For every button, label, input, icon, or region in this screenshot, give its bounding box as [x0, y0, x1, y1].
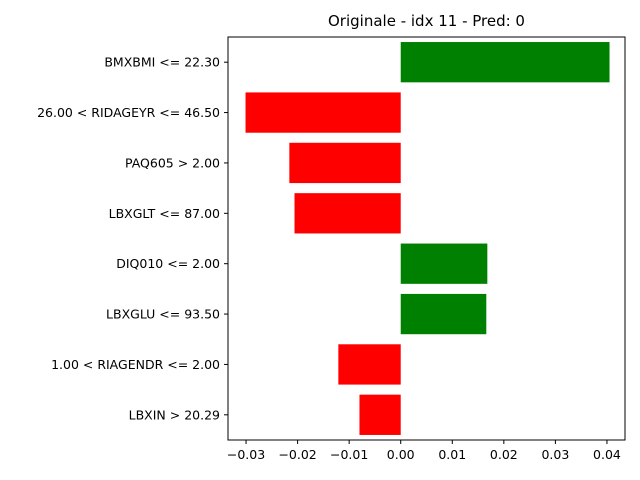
y-tick-label: PAQ605 > 2.00	[125, 155, 220, 170]
y-tick-label: 26.00 < RIDAGEYR <= 46.50	[37, 105, 220, 120]
bar	[245, 92, 401, 133]
x-tick-label: 0.00	[387, 447, 415, 462]
bar	[400, 243, 488, 284]
y-tick-label: LBXIN > 20.29	[129, 407, 220, 422]
y-tick-label: LBXGLU <= 93.50	[106, 307, 220, 322]
x-tick-label: 0.04	[593, 447, 621, 462]
x-tick-label: −0.03	[227, 447, 265, 462]
plot-area-frame	[227, 36, 626, 441]
bar	[400, 293, 487, 335]
y-axis-ticks: BMXBMI <= 22.30 26.00 < RIDAGEYR <= 46.50…	[37, 55, 228, 422]
y-tick-label: 1.00 < RIAGENDR <= 2.00	[51, 357, 220, 372]
x-tick-label: −0.02	[278, 447, 316, 462]
bars-group	[245, 42, 610, 435]
y-tick-label: LBXGLT <= 87.00	[109, 206, 220, 221]
bar	[338, 344, 401, 385]
chart-title: Originale - idx 11 - Pred: 0	[328, 12, 525, 30]
bar	[289, 142, 401, 184]
bar	[359, 394, 401, 435]
x-tick-label: −0.01	[330, 447, 368, 462]
x-tick-label: 0.01	[438, 447, 466, 462]
x-tick-label: 0.03	[541, 447, 569, 462]
y-tick-label: BMXBMI <= 22.30	[104, 55, 220, 70]
x-axis-ticks: −0.03 −0.02 −0.01 0.00 0.01 0.02 0.03 0.04	[227, 440, 621, 462]
y-tick-label: DIQ010 <= 2.00	[116, 256, 220, 271]
bar	[294, 193, 401, 234]
bar	[400, 42, 610, 83]
x-tick-label: 0.02	[490, 447, 518, 462]
